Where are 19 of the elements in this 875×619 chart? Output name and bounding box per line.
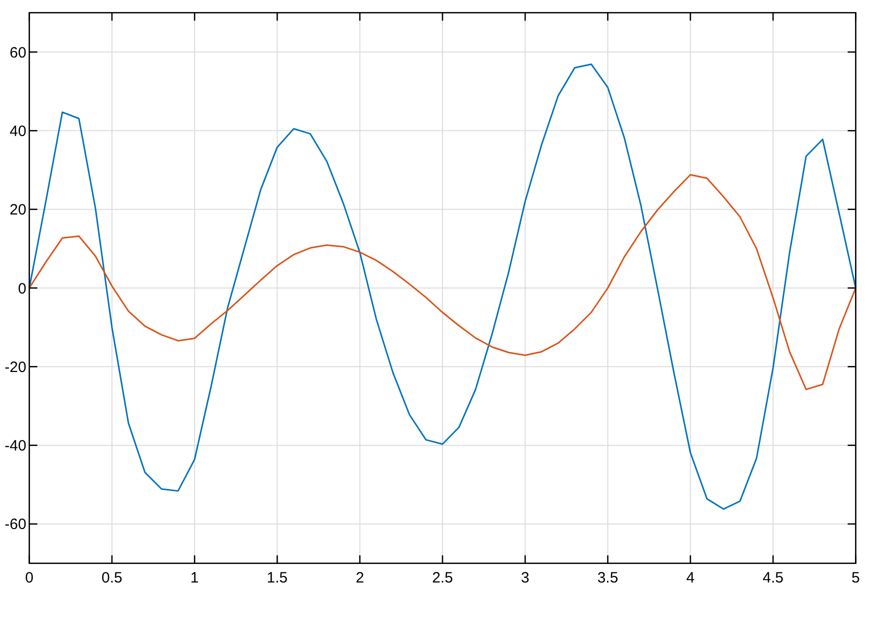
- x-tick-label: 1: [190, 569, 199, 586]
- x-tick-label: 2.5: [432, 569, 453, 586]
- x-tick-label: 3.5: [597, 569, 618, 586]
- y-tick-label: -60: [4, 516, 26, 534]
- x-tick-label: 3: [520, 569, 530, 586]
- line-series: [28, 174, 856, 390]
- x-tick-label: 2: [356, 569, 364, 586]
- x-tick-label: 0.5: [102, 569, 122, 586]
- y-tick-label: -20: [4, 358, 26, 376]
- x-tick-label: 5: [852, 569, 860, 586]
- y-tick-label: 40: [10, 122, 26, 140]
- y-tick-label: 20: [10, 202, 26, 219]
- x-tick-label: 4.5: [762, 569, 784, 586]
- x-tick-label: 4: [686, 569, 695, 586]
- y-tick-label: 60: [10, 44, 26, 62]
- y-tick-label: -40: [4, 438, 26, 455]
- x-tick-label: 1.5: [266, 569, 288, 586]
- y-tick-label: 0: [18, 280, 26, 298]
- line-series: [28, 63, 856, 510]
